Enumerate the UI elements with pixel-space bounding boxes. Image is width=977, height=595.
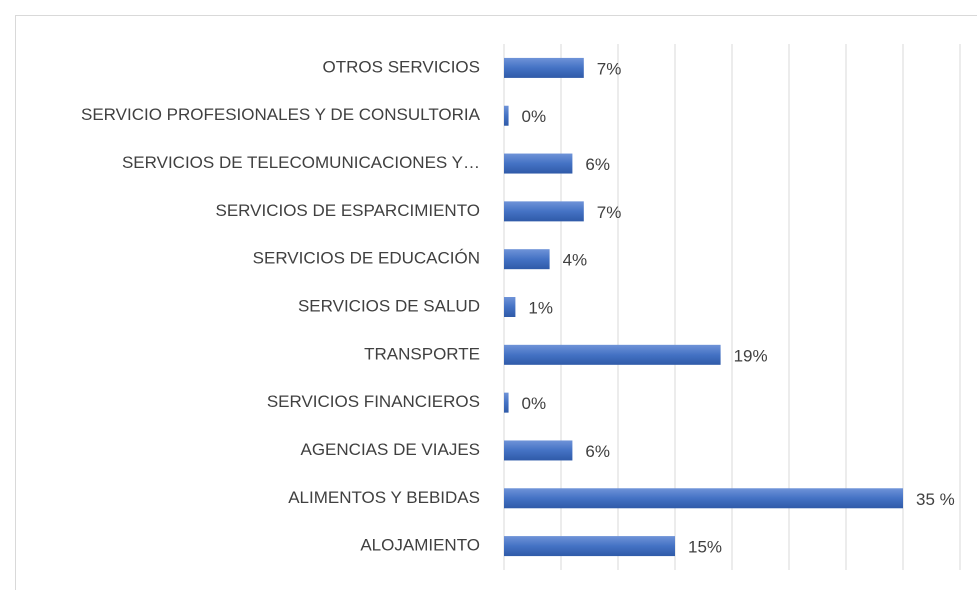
data-label: 7% <box>597 203 622 222</box>
data-label: 6% <box>585 442 610 461</box>
y-tick-label: ALOJAMIENTO <box>360 536 480 555</box>
bar <box>504 106 509 126</box>
y-tick-label: ALIMENTOS Y BEBIDAS <box>288 488 480 507</box>
data-label: 6% <box>585 155 610 174</box>
data-label: 1% <box>528 298 553 317</box>
bar <box>504 249 550 269</box>
y-tick-label: SERVICIOS DE ESPARCIMIENTO <box>215 201 480 220</box>
y-tick-label: SERVICIOS DE EDUCACIÓN <box>253 249 480 268</box>
y-tick-label: TRANSPORTE <box>364 344 480 363</box>
bar <box>504 536 675 556</box>
bar <box>504 201 584 221</box>
data-label: 15% <box>688 538 722 557</box>
bar <box>504 58 584 78</box>
bar <box>504 393 509 413</box>
data-label: 0% <box>522 107 547 126</box>
y-tick-label: AGENCIAS DE VIAJES <box>301 440 481 459</box>
bar <box>504 154 572 174</box>
data-label: 4% <box>563 251 588 270</box>
data-label: 0% <box>522 394 547 413</box>
data-label: 19% <box>734 346 768 365</box>
bar <box>504 297 515 317</box>
data-label: 35 % <box>916 490 955 509</box>
data-label: 7% <box>597 59 622 78</box>
y-tick-label: SERVICIOS DE TELECOMUNICACIONES Y… <box>122 153 480 172</box>
y-tick-label: SERVICIOS DE SALUD <box>298 296 480 315</box>
y-tick-label: SERVICIOS FINANCIEROS <box>267 392 480 411</box>
y-tick-label: SERVICIO PROFESIONALES Y DE CONSULTORIA <box>81 105 481 124</box>
y-tick-label: OTROS SERVICIOS <box>323 57 480 76</box>
bar <box>504 488 903 508</box>
bar <box>504 345 721 365</box>
bar <box>504 440 572 460</box>
